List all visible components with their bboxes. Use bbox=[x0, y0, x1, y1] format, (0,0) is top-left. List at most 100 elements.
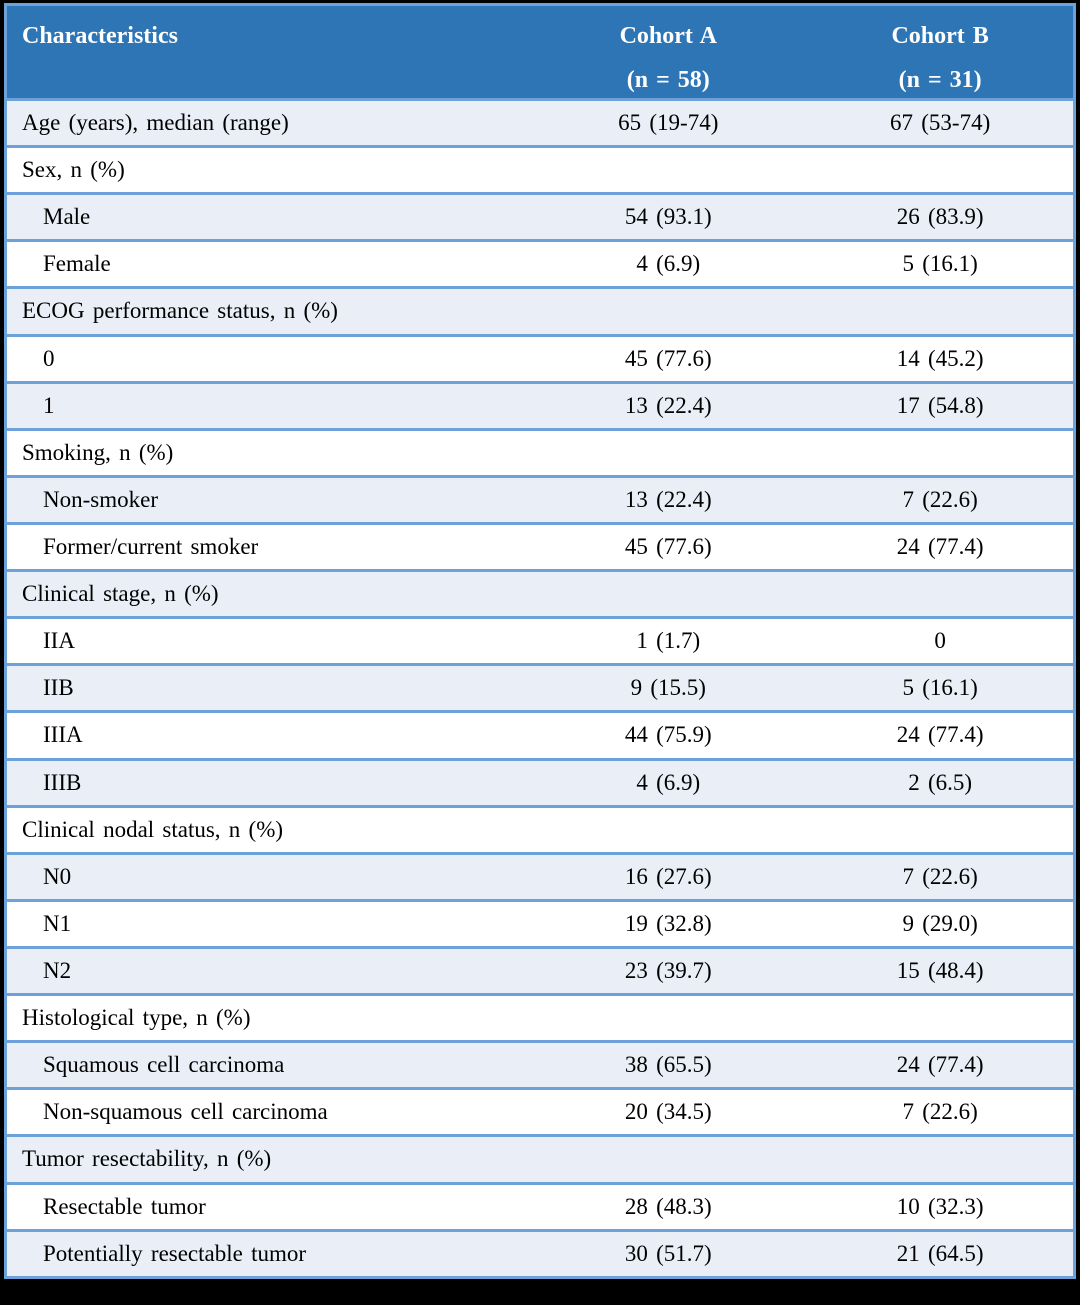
cohort-a-value: 30 (51.7) bbox=[529, 1228, 808, 1278]
cohort-a-value: 1 (1.7) bbox=[529, 616, 808, 665]
cohort-a-value bbox=[529, 427, 808, 477]
cohort-b-value: 9 (29.0) bbox=[807, 898, 1075, 948]
cohort-b-value: 5 (16.1) bbox=[807, 663, 1075, 712]
row-label: 0 bbox=[5, 333, 530, 383]
cohort-b-value: 14 (45.2) bbox=[807, 333, 1075, 383]
cohort-a-value bbox=[529, 145, 808, 194]
row-label: Clinical nodal status, n (%) bbox=[5, 804, 530, 854]
table-row: Age (years), median (range) 65 (19-74) 6… bbox=[5, 97, 1075, 147]
row-label: IIB bbox=[5, 663, 530, 712]
row-label: Potentially resectable tumor bbox=[5, 1228, 530, 1278]
cohort-a-n: (n = 58) bbox=[626, 67, 710, 93]
row-label: Squamous cell carcinoma bbox=[5, 1040, 530, 1089]
row-label: Tumor resectability, n (%) bbox=[5, 1134, 530, 1184]
cohort-a-name: Cohort A bbox=[619, 23, 717, 49]
row-label: N1 bbox=[5, 898, 530, 948]
row-label: Female bbox=[5, 239, 530, 288]
table-row: ECOG performance status, n (%) bbox=[5, 286, 1075, 336]
cohort-b-value: 17 (54.8) bbox=[807, 380, 1075, 430]
cohort-a-value: 28 (48.3) bbox=[529, 1181, 808, 1231]
cohort-a-value: 38 (65.5) bbox=[529, 1040, 808, 1089]
cohort-b-value bbox=[807, 1134, 1075, 1184]
row-label: Histological type, n (%) bbox=[5, 993, 530, 1042]
cohort-a-value bbox=[529, 804, 808, 854]
table-row: Clinical stage, n (%) bbox=[5, 569, 1075, 618]
row-label: 1 bbox=[5, 380, 530, 430]
table-row: N0 16 (27.6) 7 (22.6) bbox=[5, 851, 1075, 901]
row-label: IIIA bbox=[5, 710, 530, 760]
table-row: Histological type, n (%) bbox=[5, 993, 1075, 1042]
row-label: N2 bbox=[5, 945, 530, 995]
header-characteristics: Characteristics bbox=[5, 4, 530, 100]
row-label: Smoking, n (%) bbox=[5, 427, 530, 477]
cohort-a-value: 65 (19-74) bbox=[529, 97, 808, 147]
cohort-b-value: 26 (83.9) bbox=[807, 192, 1075, 241]
row-label: Former/current smoker bbox=[5, 521, 530, 571]
cohort-b-value: 2 (6.5) bbox=[807, 757, 1075, 807]
cohort-b-value: 24 (77.4) bbox=[807, 521, 1075, 571]
cohort-b-value: 10 (32.3) bbox=[807, 1181, 1075, 1231]
table-row: Potentially resectable tumor 30 (51.7) 2… bbox=[5, 1228, 1075, 1278]
cohort-b-value: 67 (53-74) bbox=[807, 97, 1075, 147]
cohort-b-value: 15 (48.4) bbox=[807, 945, 1075, 995]
table-row: Clinical nodal status, n (%) bbox=[5, 804, 1075, 854]
table-row: Squamous cell carcinoma 38 (65.5) 24 (77… bbox=[5, 1040, 1075, 1089]
table-row: IIIB 4 (6.9) 2 (6.5) bbox=[5, 757, 1075, 807]
cohort-a-value: 16 (27.6) bbox=[529, 851, 808, 901]
table-row: Non-squamous cell carcinoma 20 (34.5) 7 … bbox=[5, 1087, 1075, 1136]
cohort-b-value bbox=[807, 286, 1075, 336]
cohort-b-value: 0 bbox=[807, 616, 1075, 665]
table-body: Age (years), median (range) 65 (19-74) 6… bbox=[5, 97, 1075, 1278]
table-header: Characteristics Cohort A (n = 58) Cohort… bbox=[5, 4, 1075, 100]
table-row: 1 13 (22.4) 17 (54.8) bbox=[5, 380, 1075, 430]
row-label: Sex, n (%) bbox=[5, 145, 530, 194]
cohort-b-value: 24 (77.4) bbox=[807, 710, 1075, 760]
cohort-b-value bbox=[807, 569, 1075, 618]
cohort-b-value bbox=[807, 804, 1075, 854]
cohort-b-value: 5 (16.1) bbox=[807, 239, 1075, 288]
table-row: IIB 9 (15.5) 5 (16.1) bbox=[5, 663, 1075, 712]
table-row: N2 23 (39.7) 15 (48.4) bbox=[5, 945, 1075, 995]
row-label: Non-smoker bbox=[5, 474, 530, 524]
cohort-a-value bbox=[529, 1134, 808, 1184]
cohort-a-value: 9 (15.5) bbox=[529, 663, 808, 712]
cohort-b-value bbox=[807, 145, 1075, 194]
cohort-a-value: 45 (77.6) bbox=[529, 333, 808, 383]
cohort-a-value bbox=[529, 993, 808, 1042]
table-row: Female 4 (6.9) 5 (16.1) bbox=[5, 239, 1075, 288]
cohort-b-value: 7 (22.6) bbox=[807, 851, 1075, 901]
header-characteristics-label: Characteristics bbox=[22, 23, 178, 49]
cohort-a-value: 13 (22.4) bbox=[529, 474, 808, 524]
table-row: Non-smoker 13 (22.4) 7 (22.6) bbox=[5, 474, 1075, 524]
cohort-a-value: 4 (6.9) bbox=[529, 239, 808, 288]
cohort-a-value: 19 (32.8) bbox=[529, 898, 808, 948]
table-row: IIIA 44 (75.9) 24 (77.4) bbox=[5, 710, 1075, 760]
cohort-a-value: 20 (34.5) bbox=[529, 1087, 808, 1136]
cohort-a-value: 45 (77.6) bbox=[529, 521, 808, 571]
cohort-b-name: Cohort B bbox=[891, 23, 989, 49]
cohort-a-value bbox=[529, 286, 808, 336]
row-label: IIIB bbox=[5, 757, 530, 807]
cohort-b-value: 21 (64.5) bbox=[807, 1228, 1075, 1278]
cohort-b-value: 7 (22.6) bbox=[807, 474, 1075, 524]
table-row: N1 19 (32.8) 9 (29.0) bbox=[5, 898, 1075, 948]
cohort-a-value: 54 (93.1) bbox=[529, 192, 808, 241]
table-row: Resectable tumor 28 (48.3) 10 (32.3) bbox=[5, 1181, 1075, 1231]
row-label: IIA bbox=[5, 616, 530, 665]
cohort-a-value: 23 (39.7) bbox=[529, 945, 808, 995]
table-row: Male 54 (93.1) 26 (83.9) bbox=[5, 192, 1075, 241]
cohort-a-value: 44 (75.9) bbox=[529, 710, 808, 760]
cohort-a-value bbox=[529, 569, 808, 618]
row-label: Male bbox=[5, 192, 530, 241]
table-row: Sex, n (%) bbox=[5, 145, 1075, 194]
row-label: ECOG performance status, n (%) bbox=[5, 286, 530, 336]
table-row: Former/current smoker 45 (77.6) 24 (77.4… bbox=[5, 521, 1075, 571]
header-cohort-b: Cohort B (n = 31) bbox=[807, 4, 1075, 100]
cohort-b-value: 24 (77.4) bbox=[807, 1040, 1075, 1089]
cohort-b-value: 7 (22.6) bbox=[807, 1087, 1075, 1136]
header-cohort-a: Cohort A (n = 58) bbox=[529, 4, 808, 100]
row-label: Resectable tumor bbox=[5, 1181, 530, 1231]
characteristics-table: Characteristics Cohort A (n = 58) Cohort… bbox=[4, 3, 1076, 1279]
cohort-b-value bbox=[807, 993, 1075, 1042]
cohort-a-value: 13 (22.4) bbox=[529, 380, 808, 430]
